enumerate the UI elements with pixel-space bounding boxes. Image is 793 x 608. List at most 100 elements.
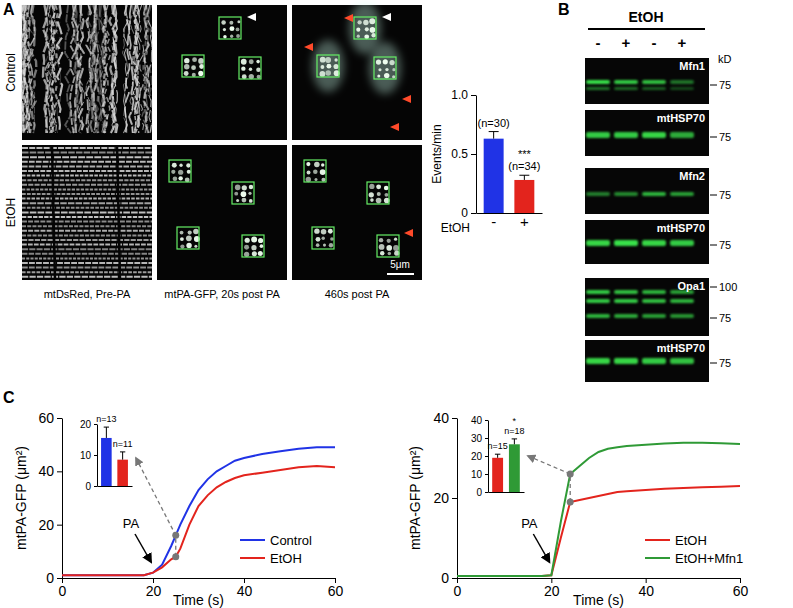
blot bbox=[585, 58, 709, 104]
error-bar bbox=[495, 454, 500, 458]
tick: 40 bbox=[471, 415, 488, 426]
axis-line bbox=[457, 419, 458, 579]
tick: 0 bbox=[454, 578, 462, 599]
texture bbox=[22, 5, 152, 133]
bands bbox=[586, 290, 694, 318]
photoactivated-regions bbox=[182, 17, 261, 79]
scale-bar bbox=[387, 273, 414, 275]
tick: 0 bbox=[476, 487, 488, 498]
bar bbox=[484, 139, 504, 213]
tick: 30 bbox=[471, 433, 488, 444]
scale-bar-label: 5μm bbox=[390, 259, 410, 270]
tick-label: + bbox=[520, 213, 529, 230]
dashed-arrow bbox=[136, 458, 176, 557]
axis-line bbox=[97, 425, 98, 487]
row-label: EtOH bbox=[4, 198, 18, 227]
tick-mark bbox=[57, 525, 62, 526]
micrograph bbox=[22, 145, 152, 280]
axis-line bbox=[98, 486, 133, 487]
arrowhead bbox=[304, 43, 313, 51]
marker-label: 100 bbox=[719, 281, 737, 293]
micrograph bbox=[22, 5, 152, 140]
axis-line bbox=[488, 421, 489, 493]
bar bbox=[509, 444, 520, 492]
annotation: (n=30) bbox=[478, 117, 510, 129]
x-axis: -+ bbox=[477, 213, 543, 230]
tick-label: 10 bbox=[471, 469, 483, 480]
panel-label: B bbox=[558, 1, 570, 18]
marker-label: 75 bbox=[719, 79, 731, 91]
tick: 0 bbox=[85, 481, 97, 492]
tick-label: 0 bbox=[441, 570, 449, 586]
tick: 20 bbox=[80, 419, 97, 430]
legend-label: EtOH bbox=[270, 551, 302, 566]
y-axis: 00.51.0 bbox=[451, 88, 476, 220]
tick-label: 20 bbox=[544, 583, 560, 599]
tick-mark bbox=[485, 438, 488, 439]
tick-label: 0 bbox=[59, 583, 67, 599]
tick: 20 bbox=[471, 451, 488, 462]
tick: 60 bbox=[38, 410, 62, 426]
tick: 40 bbox=[433, 410, 457, 426]
axis-line bbox=[477, 213, 543, 214]
annotation: n=15 bbox=[487, 441, 507, 451]
blot bbox=[585, 340, 709, 382]
marker-tick bbox=[710, 85, 717, 86]
lane-label: - bbox=[596, 34, 601, 51]
lane-label: + bbox=[622, 34, 631, 51]
tick-mark bbox=[57, 578, 62, 579]
blot-label: mtHSP70 bbox=[657, 222, 705, 234]
tick-mark bbox=[452, 418, 457, 419]
tick-label: 40 bbox=[237, 583, 253, 599]
annotation-arrow bbox=[135, 534, 151, 562]
axis-title: Events/min bbox=[430, 124, 444, 183]
y-axis: 0 20 40 bbox=[433, 410, 457, 586]
marker-label: 75 bbox=[719, 131, 731, 143]
caption: 460s post PA bbox=[325, 288, 390, 300]
tick-label: 20 bbox=[433, 490, 449, 506]
arrowhead bbox=[402, 95, 411, 103]
tick: 1.0 bbox=[451, 88, 476, 102]
legend-label: EtOH bbox=[675, 533, 707, 548]
tick-mark bbox=[57, 418, 62, 419]
tick-label: 40 bbox=[471, 415, 483, 426]
marker-tick bbox=[710, 195, 717, 196]
tick-mark bbox=[485, 474, 488, 475]
axis-line bbox=[62, 419, 63, 579]
y-axis: 0 10 20 30 40 bbox=[471, 415, 489, 498]
legend: EtOHEtOH+Mfn1 bbox=[645, 533, 743, 566]
tick: 60 bbox=[328, 578, 344, 599]
annotation: n=11 bbox=[113, 439, 133, 449]
tick-label: 30 bbox=[471, 433, 483, 444]
tick: + bbox=[520, 213, 529, 230]
blot bbox=[585, 278, 709, 336]
blot-label: Mfn2 bbox=[679, 170, 705, 182]
tick-label: 0 bbox=[454, 583, 462, 599]
panel-b: BEtOH-+-+kDMfn175mtHSP7075Mfn275mtHSP707… bbox=[558, 1, 737, 382]
tick-label: 40 bbox=[433, 410, 449, 426]
line-chart: 020400204060PAEtOHEtOH+Mfn1mtPA-GFP (μm²… bbox=[407, 410, 748, 608]
axis-line bbox=[458, 578, 741, 579]
legend-swatch bbox=[240, 539, 265, 541]
axis-title: Time (s) bbox=[573, 592, 624, 608]
tick-mark bbox=[471, 154, 476, 155]
tick-label: 20 bbox=[80, 419, 92, 430]
tick-label: 0 bbox=[476, 487, 482, 498]
micrograph bbox=[157, 5, 287, 140]
error-bar bbox=[104, 427, 109, 438]
error-bar bbox=[512, 439, 517, 444]
marker-tick bbox=[710, 137, 717, 138]
tick-label: 0 bbox=[461, 206, 468, 220]
row-label: Control bbox=[4, 53, 18, 92]
tick: 60 bbox=[733, 578, 749, 599]
bands bbox=[586, 80, 694, 90]
arrowhead bbox=[382, 13, 391, 21]
marker-label: 75 bbox=[719, 189, 731, 201]
arrowhead bbox=[344, 14, 353, 22]
annotation: (n=34) bbox=[508, 160, 540, 172]
axis-line bbox=[489, 492, 525, 493]
bands bbox=[586, 132, 694, 138]
dashed-arrow bbox=[528, 456, 570, 502]
tick-mark bbox=[485, 420, 488, 421]
y-axis: 0204060 bbox=[38, 410, 62, 586]
